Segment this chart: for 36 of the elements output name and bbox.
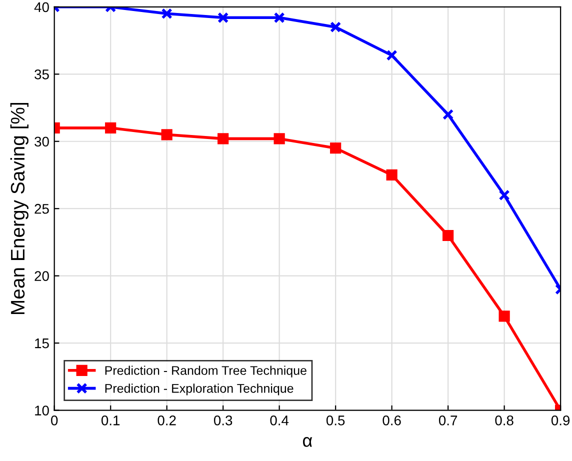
point xyxy=(442,230,454,242)
legend-label: Prediction - Random Tree Technique xyxy=(105,366,306,378)
point xyxy=(498,310,510,322)
x-tick-label: 0.8 xyxy=(495,416,514,426)
y-tick-label: 25 xyxy=(34,204,49,214)
x-tick-label: 0.6 xyxy=(382,416,401,426)
y-tick-label: 20 xyxy=(34,271,49,281)
legend-label: Prediction - Exploration Technique xyxy=(105,384,294,396)
point xyxy=(218,133,229,144)
y-axis-title: Mean Energy Saving [%] xyxy=(10,102,28,314)
x-tick-label: 0.7 xyxy=(438,416,458,426)
point xyxy=(161,129,172,140)
point xyxy=(386,169,398,181)
point xyxy=(105,122,116,134)
x-tick-label: 0.2 xyxy=(158,416,176,426)
point xyxy=(161,8,172,20)
x-tick-label: 0.4 xyxy=(270,416,289,426)
y-tick-label: 15 xyxy=(35,338,49,348)
point xyxy=(274,133,285,144)
y-tick-label: 30 xyxy=(34,136,49,147)
y-tick-label: 40 xyxy=(34,2,49,12)
point xyxy=(498,190,510,201)
x-tick-label: 0 xyxy=(51,416,58,426)
point xyxy=(274,12,285,24)
x-tick-label: 0.9 xyxy=(551,416,570,426)
point xyxy=(386,50,398,61)
y-tick-label: 10 xyxy=(35,406,49,416)
point xyxy=(442,108,454,120)
y-tick-label: 35 xyxy=(34,69,49,80)
x-tick-label: 0.5 xyxy=(326,416,345,426)
x-tick-label: 0.3 xyxy=(214,416,232,426)
x-axis-title: α xyxy=(302,437,312,447)
x-tick-label: 0.1 xyxy=(101,416,120,426)
point xyxy=(218,12,229,24)
point xyxy=(330,142,342,154)
point xyxy=(330,22,342,33)
